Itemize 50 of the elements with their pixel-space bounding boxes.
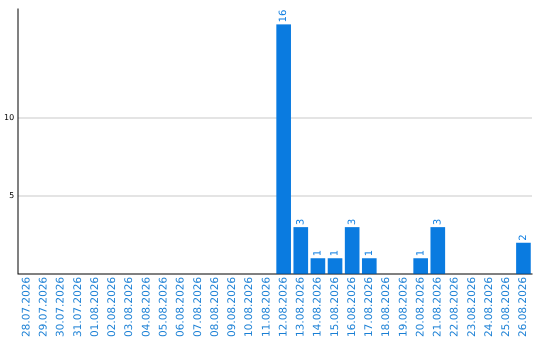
bar	[276, 24, 291, 274]
data-label: 2	[518, 234, 530, 241]
x-tick-label: 01.08.2026	[88, 276, 101, 338]
data-label: 1	[415, 250, 426, 256]
data-label: 1	[312, 250, 324, 256]
bar	[413, 258, 428, 274]
x-tick-label: 16.08.2026	[346, 276, 358, 338]
bar	[516, 242, 531, 274]
x-tick-label: 02.08.2026	[106, 276, 118, 338]
x-tick-label: 19.08.2026	[397, 276, 410, 338]
y-tick-label: 10	[4, 113, 14, 122]
x-tick-label: 12.08.2026	[277, 276, 290, 338]
x-tick-label: 22.08.2026	[448, 276, 461, 338]
data-label: 16	[278, 10, 290, 22]
x-tick-label: 05.08.2026	[157, 276, 170, 338]
x-tick-label: 15.08.2026	[328, 276, 341, 338]
x-tick-label: 17.08.2026	[363, 276, 376, 338]
bar	[328, 258, 342, 274]
x-tick-label: 24.08.2026	[482, 276, 495, 338]
bar	[310, 258, 326, 274]
bar	[362, 258, 377, 274]
x-tick-label: 30.07.2026	[54, 276, 67, 338]
x-tick-label: 06.08.2026	[174, 276, 187, 338]
x-tick-label: 07.08.2026	[192, 276, 204, 338]
x-tick-label: 04.08.2026	[140, 276, 152, 338]
data-label: 1	[364, 250, 375, 256]
data-label: 3	[346, 218, 358, 226]
x-tick-label: 09.08.2026	[226, 276, 238, 338]
x-tick-label: 29.07.2026	[38, 276, 50, 338]
x-tick-label: 26.08.2026	[517, 276, 530, 338]
data-label: 3	[432, 218, 444, 226]
x-tick-label: 28.07.2026	[20, 276, 32, 338]
x-tick-label: 11.08.2026	[260, 276, 272, 338]
y-tick-label: 5	[9, 190, 14, 200]
x-tick-label: 23.08.2026	[466, 276, 478, 338]
bar	[344, 227, 360, 274]
data-label: 3	[295, 218, 306, 226]
x-tick-label: 21.08.2026	[432, 276, 444, 338]
bar	[430, 227, 446, 274]
x-tick-label: 14.08.2026	[312, 276, 324, 338]
x-tick-label: 25.08.2026	[500, 276, 512, 338]
x-tick-label: 31.07.2026	[72, 276, 84, 338]
x-tick-label: 20.08.2026	[414, 276, 426, 338]
x-tick-label: 13.08.2026	[294, 276, 307, 338]
x-tick-label: 08.08.2026	[208, 276, 221, 338]
x-tick-label: 03.08.2026	[123, 276, 136, 338]
x-tick-label: 18.08.2026	[380, 276, 392, 338]
data-label: 1	[330, 250, 341, 256]
bar	[293, 227, 308, 274]
x-tick-label: 10.08.2026	[243, 276, 256, 338]
